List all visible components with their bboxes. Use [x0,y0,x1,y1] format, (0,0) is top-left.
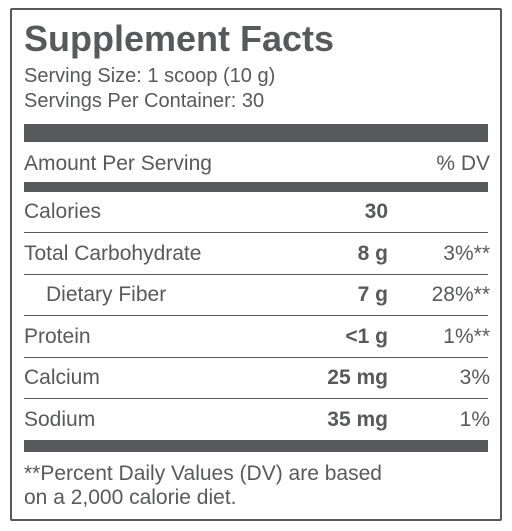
nutrient-name: Calories [24,200,102,223]
nutrient-dv: 3% [459,366,490,389]
nutrient-name: Total Carbohydrate [24,241,202,265]
row-divider [24,398,488,399]
serving-size: Serving Size: 1 scoop (10 g) [24,65,276,87]
nutrient-name: Dietary Fiber [46,283,167,306]
nutrient-amount: <1 g [345,324,388,348]
nutrient-amount: 7 g [357,283,388,306]
row-divider [24,273,488,275]
nutrient-amount: 8 g [357,241,388,265]
supplement-panel: Supplement Facts Serving Size: 1 scoop (… [10,8,502,521]
servings-per-container: Servings Per Container: 30 [24,90,265,112]
thick-bar [24,440,488,452]
row-divider [24,356,488,358]
nutrient-dv: 3%** [443,241,490,265]
footnote: **Percent Daily Values (DV) are based [24,462,382,485]
nutrient-amount: 25 mg [327,366,388,389]
thick-bar [24,124,488,142]
nutrient-name: Protein [24,324,91,348]
footnote: on a 2,000 calorie diet. [24,486,237,509]
title: Supplement Facts [24,18,335,59]
nutrient-name: Sodium [24,407,96,431]
nutrient-name: Calcium [24,366,100,389]
row-divider [24,315,488,316]
nutrient-amount: 35 mg [327,407,388,431]
nutrient-dv: 28%** [431,283,490,306]
nutrient-dv: 1% [459,407,490,431]
nutrient-dv: 1%** [443,324,490,348]
header-dv: % DV [436,152,490,175]
row-divider [24,232,488,233]
header-amount: Amount Per Serving [24,152,212,175]
nutrient-amount: 30 [364,200,388,223]
medium-bar [24,182,488,192]
